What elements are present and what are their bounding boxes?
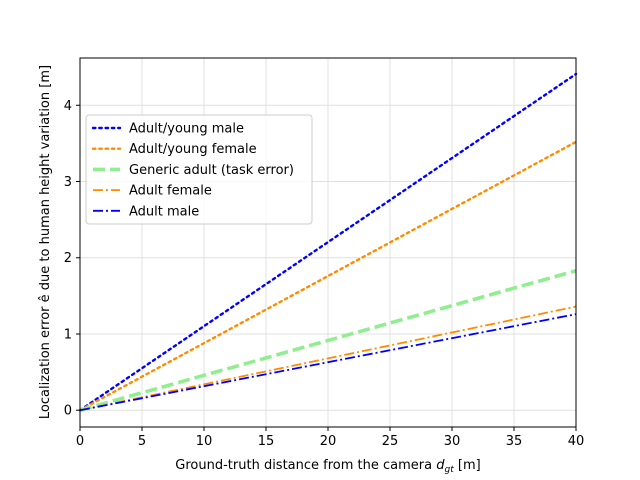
x-axis-label-text: Ground-truth distance from the camera	[175, 458, 436, 473]
x-axis-ticks: 0 5 10 15 20 25 30 35 40	[76, 427, 584, 449]
x-tick-label: 40	[568, 434, 585, 449]
series-line-4	[79, 305, 577, 412]
x-tick-label: 20	[320, 434, 337, 449]
x-axis-label-subscript: gt	[445, 465, 455, 475]
y-axis-ticks: 0 1 2 3 4	[64, 99, 80, 419]
series-line-5	[79, 313, 577, 412]
legend-label-4: Adult female	[129, 184, 212, 199]
x-tick-label: 5	[138, 434, 146, 449]
legend-box	[85, 114, 313, 225]
y-tick-label: 3	[64, 175, 72, 190]
series-line-2	[78, 140, 578, 412]
x-tick-label: 35	[506, 434, 523, 449]
legend-label-1: Adult/young male	[129, 122, 244, 137]
y-axis-label: Localization error ê due to human height…	[38, 65, 53, 419]
x-axis-label-symbol: d	[436, 458, 445, 473]
legend-label-3: Generic adult (task error)	[129, 163, 294, 178]
x-tick-label: 30	[444, 434, 461, 449]
x-tick-label: 15	[258, 434, 275, 449]
y-tick-label: 0	[64, 404, 72, 419]
x-axis-label: Ground-truth distance from the camera dg…	[175, 458, 480, 475]
x-tick-label: 10	[196, 434, 213, 449]
x-axis-label-unit: [m]	[454, 458, 481, 473]
y-tick-label: 4	[64, 99, 72, 114]
y-tick-label: 1	[64, 327, 72, 342]
series-line-3	[79, 268, 577, 412]
series-lines	[78, 72, 578, 412]
legend: Adult/young male Adult/young female Generi…	[85, 114, 313, 225]
x-tick-label: 0	[76, 434, 84, 449]
legend-items: Adult/young male Adult/young female Generi…	[91, 122, 294, 219]
x-tick-label: 25	[382, 434, 399, 449]
legend-label-2: Adult/young female	[129, 142, 257, 157]
legend-label-5: Adult male	[129, 204, 199, 219]
series-line-1	[78, 72, 578, 412]
y-tick-label: 2	[64, 251, 72, 266]
